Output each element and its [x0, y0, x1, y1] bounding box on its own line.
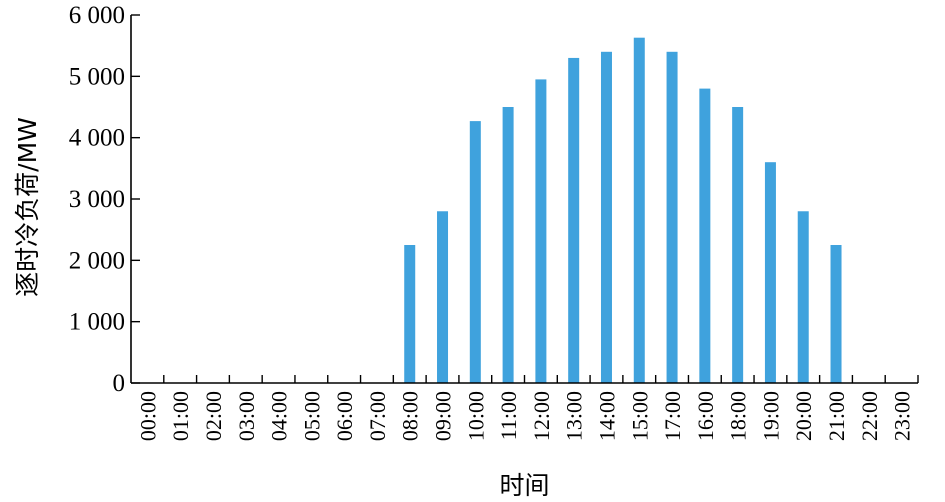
x-tick-label: 23:00	[890, 391, 915, 441]
bar-1500	[633, 37, 645, 384]
bar-1000	[469, 121, 481, 384]
x-tick-label: 09:00	[431, 391, 456, 441]
bar-2100	[830, 245, 842, 383]
bar-1300	[568, 57, 580, 383]
y-tick-label: 3 000	[69, 186, 125, 213]
bar-1100	[502, 107, 514, 383]
x-tick-label: 06:00	[332, 391, 357, 441]
x-tick-label: 02:00	[201, 391, 226, 441]
x-tick-label: 07:00	[365, 391, 390, 441]
x-tick-label: 05:00	[299, 391, 324, 441]
y-tick-label: 0	[113, 370, 126, 397]
x-tick-label: 17:00	[660, 391, 685, 441]
x-tick-label: 21:00	[824, 391, 849, 441]
y-tick-label: 6 000	[69, 2, 125, 29]
y-axis-ticks: 0 1 000 2 000 3 000 4 000 5 000 6 000	[69, 2, 140, 397]
x-axis-ticks: 00:00 01:00 02:00 03:00 04:00 05:00 06:00 07:00…	[135, 375, 919, 441]
bar-1900	[764, 162, 776, 383]
y-tick-label: 1 000	[69, 309, 125, 336]
x-tick-label: 22:00	[857, 391, 882, 441]
x-tick-label: 03:00	[234, 391, 259, 441]
x-tick-label: 01:00	[168, 391, 193, 441]
x-tick-label: 08:00	[398, 391, 423, 441]
x-tick-label: 18:00	[726, 391, 751, 441]
x-tick-label: 04:00	[267, 391, 292, 441]
bar-1700	[666, 51, 678, 384]
x-tick-label: 19:00	[758, 391, 783, 441]
y-tick-label: 5 000	[69, 63, 125, 90]
x-tick-label: 16:00	[693, 391, 718, 441]
x-tick-label: 12:00	[529, 391, 554, 441]
bar-0900	[437, 211, 449, 383]
bar-0800	[404, 245, 416, 383]
x-tick-label: 11:00	[496, 391, 521, 440]
x-tick-label: 13:00	[562, 391, 587, 441]
bars	[404, 37, 842, 384]
bar-1400	[600, 51, 612, 384]
bar-2000	[797, 211, 809, 383]
y-tick-label: 2 000	[69, 247, 125, 274]
bar-1800	[732, 107, 744, 383]
x-tick-label: 20:00	[791, 391, 816, 441]
x-tick-label: 00:00	[135, 391, 160, 441]
x-tick-label: 15:00	[627, 391, 652, 441]
x-axis-title: 时间	[499, 471, 549, 500]
y-tick-label: 4 000	[69, 125, 125, 152]
y-axis-title: 逐时冷负荷/MW	[13, 117, 42, 297]
bar-1200	[535, 79, 547, 384]
x-tick-label: 14:00	[594, 391, 619, 441]
x-tick-label: 10:00	[463, 391, 488, 441]
bar-1600	[699, 88, 711, 383]
